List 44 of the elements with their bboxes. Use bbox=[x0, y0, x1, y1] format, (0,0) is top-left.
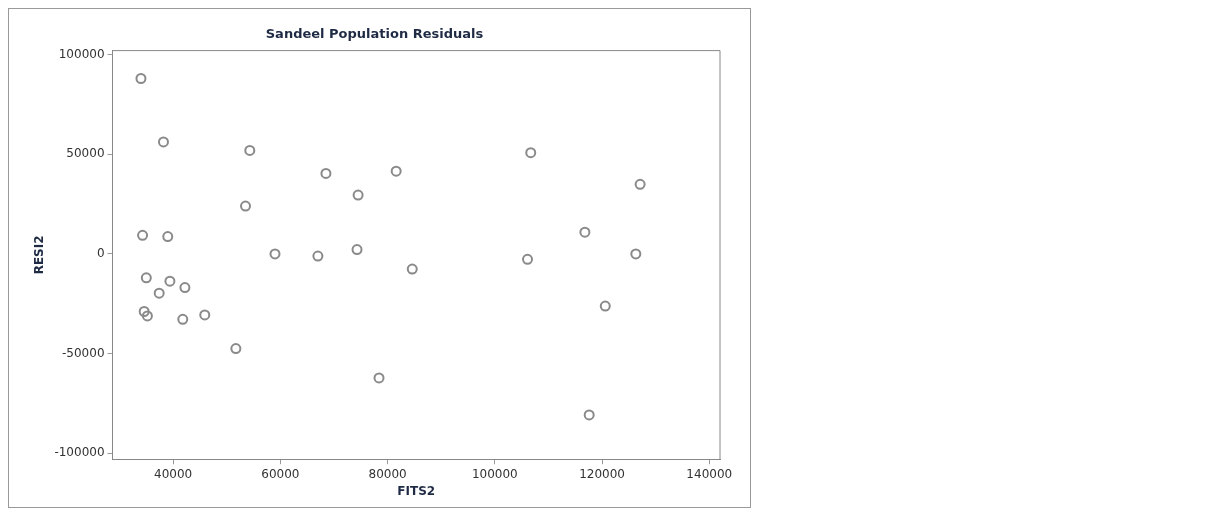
point bbox=[230, 343, 242, 355]
point bbox=[164, 275, 176, 287]
x-tick-label: 100000 bbox=[471, 466, 518, 481]
x-tick-label: 60000 bbox=[261, 466, 300, 481]
point bbox=[179, 282, 191, 294]
y-axis-title: RESI2 bbox=[32, 235, 47, 275]
y-tick-label: 100000 bbox=[58, 46, 105, 61]
point bbox=[630, 248, 642, 260]
point bbox=[522, 253, 534, 265]
point bbox=[373, 372, 385, 384]
y-tick-label: -50000 bbox=[62, 345, 105, 360]
point bbox=[351, 244, 363, 256]
point bbox=[137, 229, 149, 241]
point bbox=[320, 167, 332, 179]
point bbox=[352, 189, 364, 201]
point bbox=[157, 136, 169, 148]
point bbox=[240, 200, 252, 212]
y-tick-label: -100000 bbox=[54, 445, 105, 460]
point bbox=[141, 310, 153, 322]
point bbox=[312, 250, 324, 262]
y-tick-label: 50000 bbox=[66, 146, 105, 161]
point bbox=[135, 73, 147, 84]
chart-title: Sandeel Population Residuals bbox=[265, 26, 484, 42]
point bbox=[140, 272, 152, 284]
point bbox=[525, 147, 537, 159]
point bbox=[199, 309, 211, 321]
point bbox=[269, 248, 281, 260]
point bbox=[138, 306, 150, 318]
point bbox=[390, 165, 402, 177]
point bbox=[583, 409, 595, 421]
point bbox=[599, 300, 611, 312]
x-tick-label: 140000 bbox=[686, 466, 733, 481]
x-tick-label: 120000 bbox=[579, 466, 625, 481]
x-axis-title: FITS2 bbox=[397, 483, 436, 498]
x-tick-label: 40000 bbox=[154, 466, 193, 481]
x-tick-label: 80000 bbox=[368, 466, 407, 481]
point bbox=[153, 287, 165, 299]
point bbox=[634, 178, 646, 190]
point bbox=[406, 263, 418, 275]
point bbox=[244, 144, 256, 156]
point bbox=[579, 226, 591, 238]
point bbox=[177, 313, 189, 325]
point bbox=[162, 231, 174, 243]
y-tick-label: 0 bbox=[96, 246, 105, 261]
